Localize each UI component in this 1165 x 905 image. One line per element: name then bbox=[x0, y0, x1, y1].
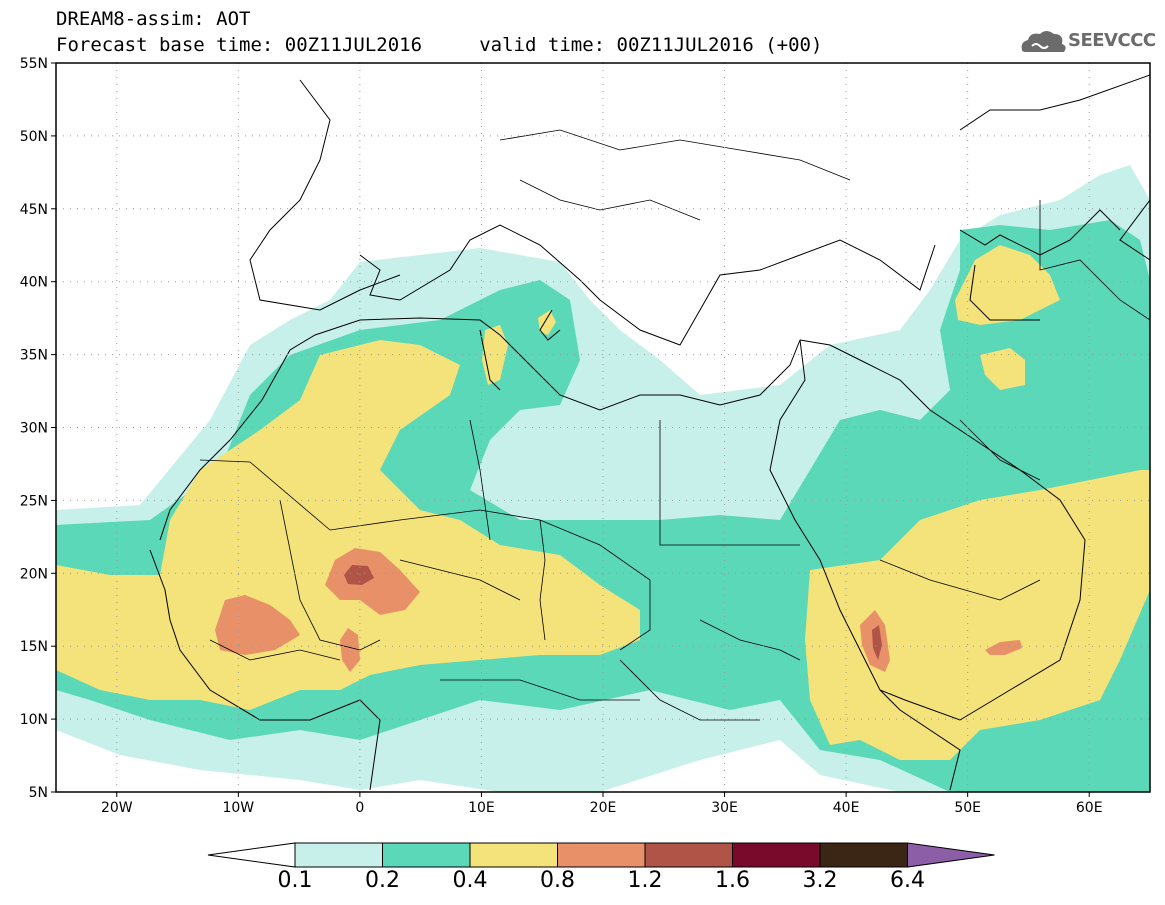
aot-band-0.4-sicily bbox=[538, 310, 556, 335]
lat-tick-label: 35N bbox=[20, 348, 48, 364]
lon-tick-label: 0 bbox=[355, 800, 364, 816]
aot-band-1.2-niger bbox=[344, 565, 374, 585]
gridlines bbox=[56, 63, 1150, 792]
lat-tick-label: 55N bbox=[20, 56, 48, 72]
aot-band-0.8-burkina bbox=[340, 628, 360, 672]
forecast-time-line: Forecast base time: 00Z11JUL2016 valid t… bbox=[56, 34, 823, 56]
colorbar-segment bbox=[644, 842, 733, 868]
aot-band-1.2-redsea bbox=[872, 625, 882, 660]
aot-band-0.4-iran bbox=[980, 348, 1025, 390]
colorbar-label: 3.2 bbox=[802, 868, 838, 893]
map-title: DREAM8-assim: AOT bbox=[56, 8, 251, 30]
lat-tick-label: 45N bbox=[20, 202, 48, 218]
lat-tick-label: 15N bbox=[20, 639, 48, 655]
colorbar-label: 1.6 bbox=[715, 868, 750, 893]
colorbar-label: 0.4 bbox=[452, 868, 488, 893]
colorbar-label: 0.8 bbox=[540, 868, 575, 893]
lat-tick-label: 10N bbox=[20, 712, 48, 728]
latitude-axis: 55N 50N 45N 40N 35N 30N 25N 20N 15N 10N 5N bbox=[20, 56, 56, 801]
cloud-icon bbox=[1021, 31, 1066, 52]
longitude-axis: 20W 10W 0 10E 20E 30E 40E 50E 60E bbox=[101, 792, 1103, 816]
aot-band-0.4-caspian bbox=[955, 245, 1060, 325]
lat-tick-label: 30N bbox=[20, 421, 48, 437]
colorbar-over-triangle bbox=[907, 842, 995, 868]
colorbar-segment bbox=[469, 842, 558, 868]
lon-tick-label: 20W bbox=[101, 800, 133, 816]
lat-tick-label: 25N bbox=[20, 493, 48, 509]
aot-band-0.4-west bbox=[56, 340, 640, 710]
colorbar-under-triangle bbox=[207, 842, 296, 868]
lon-tick-label: 40E bbox=[833, 800, 860, 816]
colorbar-segment bbox=[732, 842, 821, 868]
lon-tick-label: 30E bbox=[711, 800, 738, 816]
aot-band-0.8-niger bbox=[325, 548, 420, 615]
aot-band-0.8-mali bbox=[215, 595, 300, 655]
colorbar-segment bbox=[294, 842, 383, 868]
lon-tick-label: 60E bbox=[1076, 800, 1103, 816]
colorbar-segment bbox=[382, 842, 471, 868]
lon-tick-label: 20E bbox=[590, 800, 617, 816]
lat-tick-label: 50N bbox=[20, 129, 48, 145]
colorbar-label: 0.1 bbox=[277, 868, 313, 893]
lon-tick-label: 50E bbox=[954, 800, 981, 816]
colorbar-label: 1.2 bbox=[627, 868, 663, 893]
logo-text: SEEVCCC bbox=[1068, 30, 1156, 51]
lat-tick-label: 20N bbox=[20, 566, 48, 582]
country-borders bbox=[199, 129, 1150, 721]
lon-tick-label: 10W bbox=[222, 800, 254, 816]
aot-band-0.8-yemen bbox=[985, 640, 1022, 655]
colorbar bbox=[207, 842, 995, 868]
lat-tick-label: 5N bbox=[29, 785, 48, 801]
colorbar-label: 0.2 bbox=[365, 868, 400, 893]
lon-tick-label: 10E bbox=[468, 800, 495, 816]
lat-tick-label: 40N bbox=[20, 275, 48, 291]
colorbar-label: 6.4 bbox=[890, 868, 925, 893]
colorbar-segment bbox=[557, 842, 646, 868]
coastlines bbox=[149, 74, 1150, 791]
aot-band-0.4-east bbox=[805, 470, 1150, 760]
colorbar-segment bbox=[819, 842, 908, 868]
